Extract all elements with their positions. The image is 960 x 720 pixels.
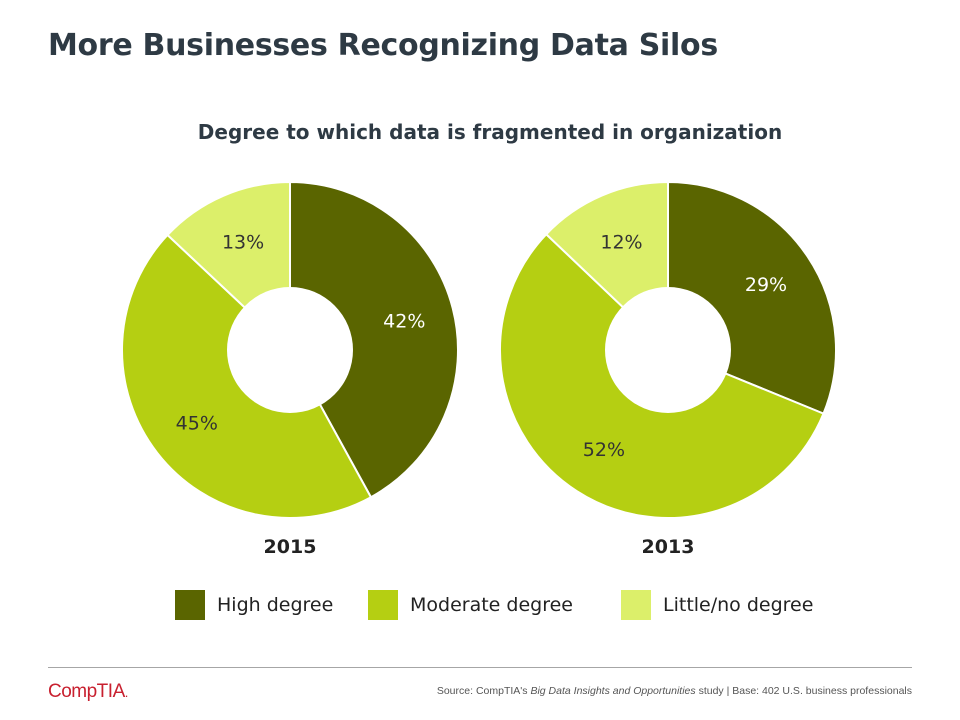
logo-text: CompTIA [48,681,125,702]
legend-swatch-little [621,590,651,620]
data-label-2015-high: 42% [383,311,425,333]
legend-item-moderate: Moderate degree [368,590,573,620]
legend: High degree Moderate degree Little/no de… [0,590,960,620]
legend-item-little: Little/no degree [621,590,813,620]
legend-label-high: High degree [217,594,334,616]
donut-hole-2013 [605,287,731,413]
source-study-name: Big Data Insights and Opportunities [530,685,696,697]
logo-dot: . [124,685,129,700]
data-label-2013-moderate: 52% [583,439,625,461]
legend-swatch-high [175,590,205,620]
comptia-logo: CompTIA. [48,681,128,703]
legend-item-high: High degree [175,590,333,620]
data-label-2013-little: 12% [600,232,642,254]
data-label-2015-moderate: 45% [176,412,218,434]
page-title: More Businesses Recognizing Data Silos [48,28,718,63]
data-label-2015-little: 13% [222,232,264,254]
source-prefix: Source: CompTIA's [436,685,531,697]
donut-hole-2015 [227,287,353,413]
data-label-2013-high: 29% [745,274,787,296]
legend-label-little: Little/no degree [663,594,814,616]
footer-divider [48,667,912,668]
legend-label-moderate: Moderate degree [410,594,573,616]
slice-2015-high [289,180,460,499]
donut-chart-area: Degree to which data is fragmented in or… [121,120,837,558]
chart-title: Degree to which data is fragmented in or… [198,120,782,144]
source-note: Source: CompTIA's Big Data Insights and … [437,685,912,697]
year-label-2013: 2013 [642,536,695,558]
legend-swatch-moderate [368,590,398,620]
source-suffix: study | Base: 402 U.S. business professi… [695,685,912,697]
year-label-2015: 2015 [264,536,317,558]
